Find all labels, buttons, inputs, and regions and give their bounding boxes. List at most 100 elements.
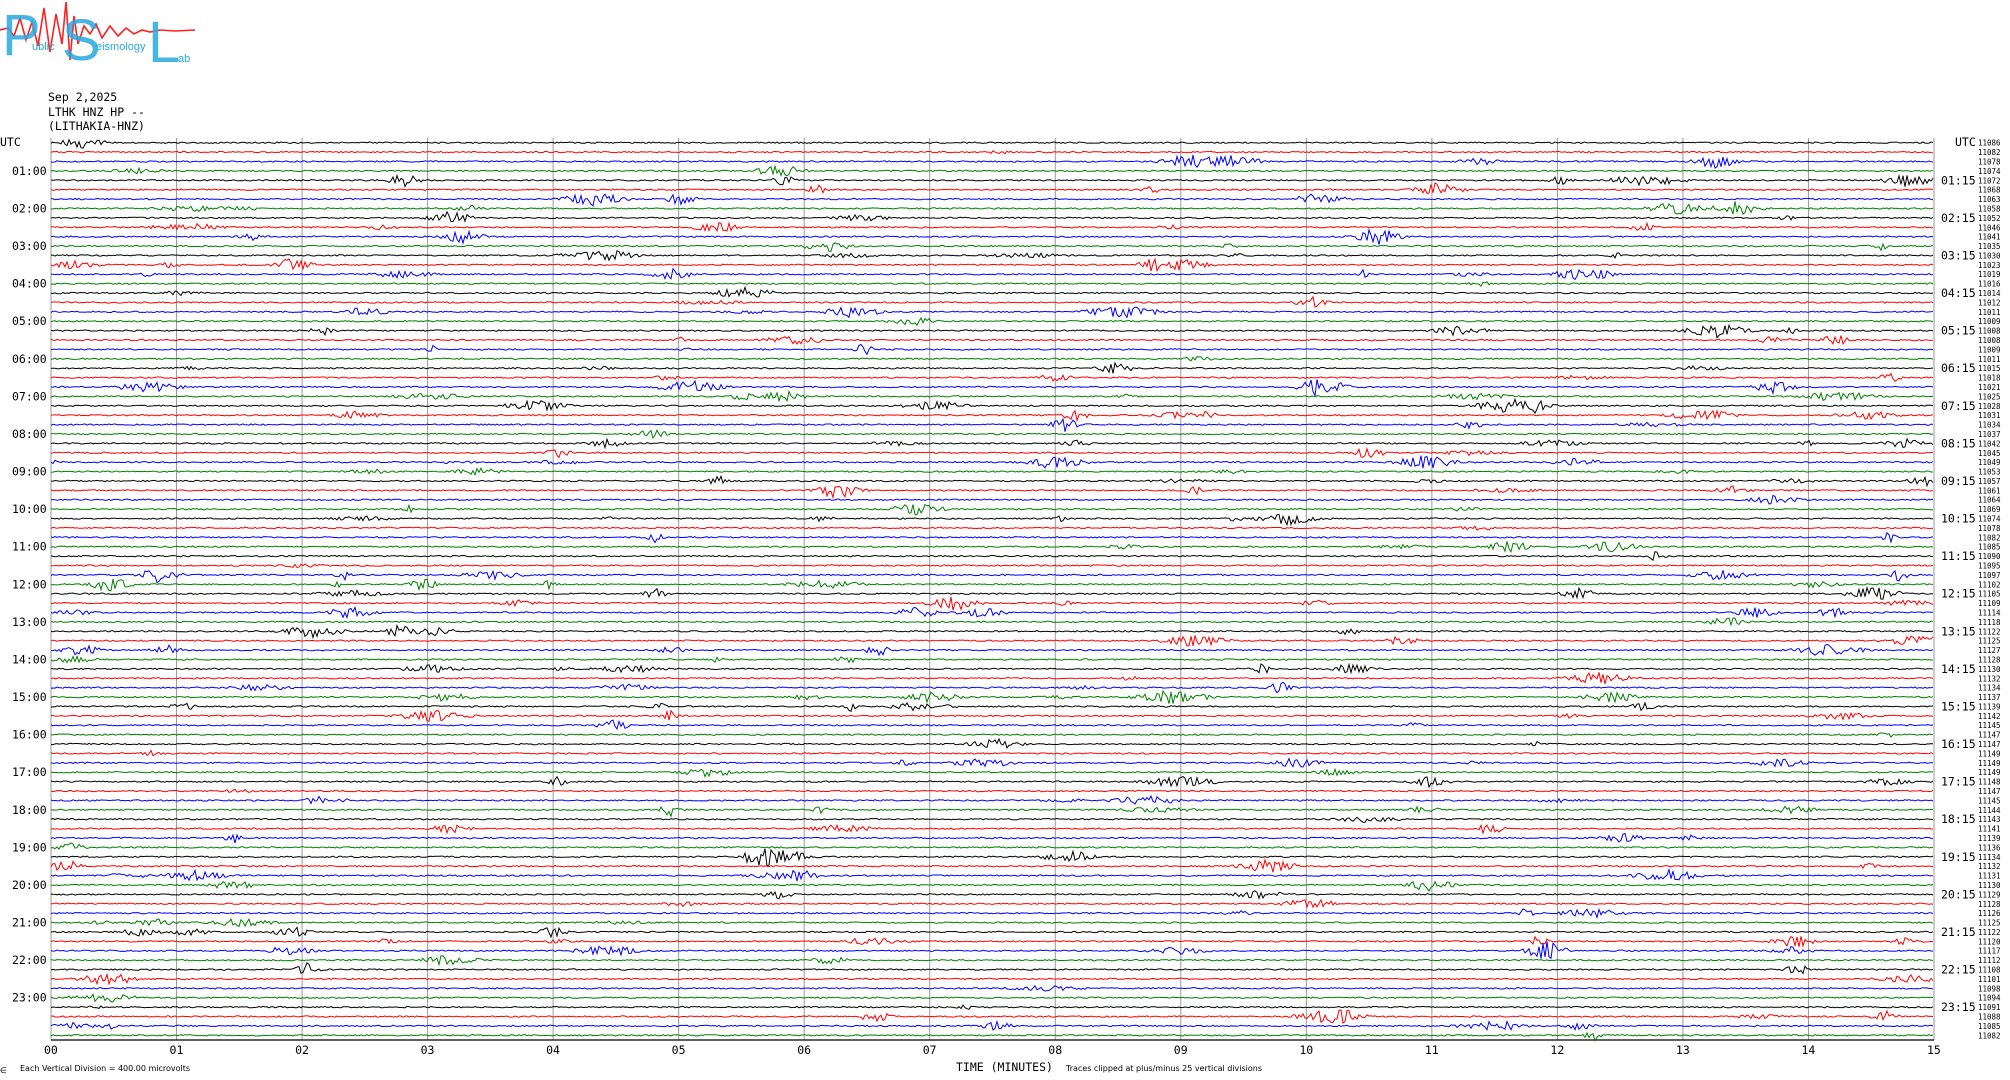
seismic-trace (50, 201, 1934, 215)
trace-count-label: 11101 (1978, 975, 2001, 984)
seismic-trace (50, 917, 1934, 928)
seismic-trace (50, 585, 1934, 600)
seismic-trace (51, 429, 1934, 440)
trace-count-label: 11058 (1978, 204, 2001, 213)
trace-count-label: 11094 (1978, 994, 2001, 1003)
trace-count-label: 11137 (1978, 693, 2001, 702)
trace-count-label: 11141 (1978, 825, 2001, 834)
seismic-trace (50, 681, 1934, 694)
trace-count-label: 11046 (1978, 223, 2001, 232)
seismic-trace (50, 210, 1934, 223)
right-hour-label: 07:15 (1941, 399, 1976, 413)
seismic-trace (50, 323, 1934, 339)
trace-count-label: 11074 (1978, 515, 2001, 524)
trace-count-label: 11090 (1978, 552, 2001, 561)
seismic-trace (50, 397, 1934, 415)
trace-count-label: 11082 (1978, 533, 2001, 542)
right-hour-label: 08:15 (1941, 436, 1976, 450)
trace-count-label: 11134 (1978, 853, 2001, 862)
trace-count-label: 11136 (1978, 843, 2001, 852)
left-hour-label: 18:00 (12, 803, 47, 817)
seismic-trace (50, 281, 1934, 288)
seismic-trace (50, 138, 1934, 149)
trace-count-label: 11025 (1978, 392, 2001, 401)
seismic-trace (50, 867, 1934, 882)
x-tick-label: 01 (170, 1043, 184, 1057)
footer-clipping-note: Traces clipped at plus/minus 25 vertical… (1065, 1064, 1262, 1073)
seismic-trace (50, 164, 1933, 177)
right-hour-label: 10:15 (1941, 512, 1976, 526)
seismic-trace (50, 993, 1934, 1003)
left-utc-label: UTC (0, 135, 21, 149)
psl-logo: P S L ublic eismology ab (0, 1, 196, 70)
logo-word-lab: ab (178, 53, 190, 65)
trace-count-label: 11082 (1978, 1031, 2001, 1040)
seismic-trace (50, 389, 1934, 403)
trace-count-label: 11072 (1978, 176, 2001, 185)
x-tick-label: 02 (295, 1043, 309, 1057)
right-hour-label: 01:15 (1941, 173, 1976, 187)
seismic-trace (50, 689, 1934, 704)
left-hour-label: 20:00 (12, 878, 47, 892)
trace-count-label: 11095 (1978, 562, 2001, 571)
trace-count-label: 11091 (1978, 1003, 2001, 1012)
right-hour-labels: 01:15 02:15 03:15 04:15 05:15 06:15 07:15 08:15… (1941, 173, 1976, 1014)
trace-count-label: 11128 (1978, 655, 2001, 664)
trace-count-label: 11063 (1978, 195, 2001, 204)
seismic-trace (50, 984, 1934, 992)
trace-count-label: 11114 (1978, 608, 2001, 617)
trace-count-label: 11031 (1978, 411, 2001, 420)
trace-count-label: 11023 (1978, 261, 2001, 270)
right-utc-label: UTC (1955, 135, 1976, 149)
right-hour-label: 20:15 (1941, 887, 1976, 901)
station-header: Sep 2,2025 LTHK HNZ HP -- (LITHAKIA-HNZ) (48, 90, 145, 134)
seismic-trace (50, 409, 1934, 423)
station-location: (LITHAKIA-HNZ) (48, 119, 145, 133)
seismic-trace (51, 643, 1934, 657)
trace-count-label: 11014 (1978, 289, 2001, 298)
seismic-trace (50, 316, 1934, 327)
seismic-trace (50, 563, 1934, 569)
seismic-trace (50, 1004, 1934, 1010)
left-hour-label: 15:00 (12, 690, 47, 704)
seismic-trace (50, 525, 1934, 531)
trace-count-label: 11147 (1978, 731, 2001, 740)
trace-count-label: 11147 (1978, 740, 2001, 749)
x-tick-label: 14 (1801, 1043, 1815, 1057)
right-hour-label: 17:15 (1941, 775, 1976, 789)
trace-count-label: 11045 (1978, 449, 2001, 458)
right-hour-label: 04:15 (1941, 286, 1976, 300)
seismic-trace (50, 335, 1934, 346)
seismic-trace (50, 437, 1934, 450)
seismic-trace (50, 898, 1934, 909)
trace-count-label: 11028 (1978, 402, 2001, 411)
seismic-trace (50, 832, 1934, 844)
seismic-trace (50, 617, 1934, 627)
trace-count-label: 11069 (1978, 505, 2001, 514)
left-hour-label: 17:00 (12, 765, 47, 779)
seismic-trace (50, 228, 1934, 245)
logo-word-public: ublic (32, 41, 55, 53)
trace-count-label: 11082 (1978, 148, 2001, 157)
seismic-trace (50, 541, 1934, 554)
trace-count-label: 11134 (1978, 684, 2001, 693)
x-tick-label: 07 (923, 1043, 937, 1057)
trace-count-label: 11122 (1978, 928, 2001, 937)
trace-count-label: 11143 (1978, 815, 2001, 824)
minute-grid (50, 138, 1935, 1041)
trace-count-label: 11108 (1978, 966, 2001, 975)
trace-count-label: 11053 (1978, 468, 2001, 477)
seismic-trace (50, 767, 1934, 778)
trace-count-label: 11132 (1978, 674, 2001, 683)
x-axis-title: TIME (MINUTES) (956, 1060, 1053, 1074)
trace-group (50, 138, 1934, 1042)
seismic-trace (50, 150, 1934, 155)
trace-count-label: 11148 (1978, 778, 2001, 787)
seismic-trace (50, 569, 1934, 584)
trace-count-label: 11145 (1978, 721, 2001, 730)
right-hour-label: 13:15 (1941, 624, 1976, 638)
seismic-trace (50, 788, 1934, 793)
right-hour-label: 23:15 (1941, 1000, 1976, 1014)
trace-count-label: 11128 (1978, 900, 2001, 909)
logo-seismogram-wave (0, 1, 196, 61)
